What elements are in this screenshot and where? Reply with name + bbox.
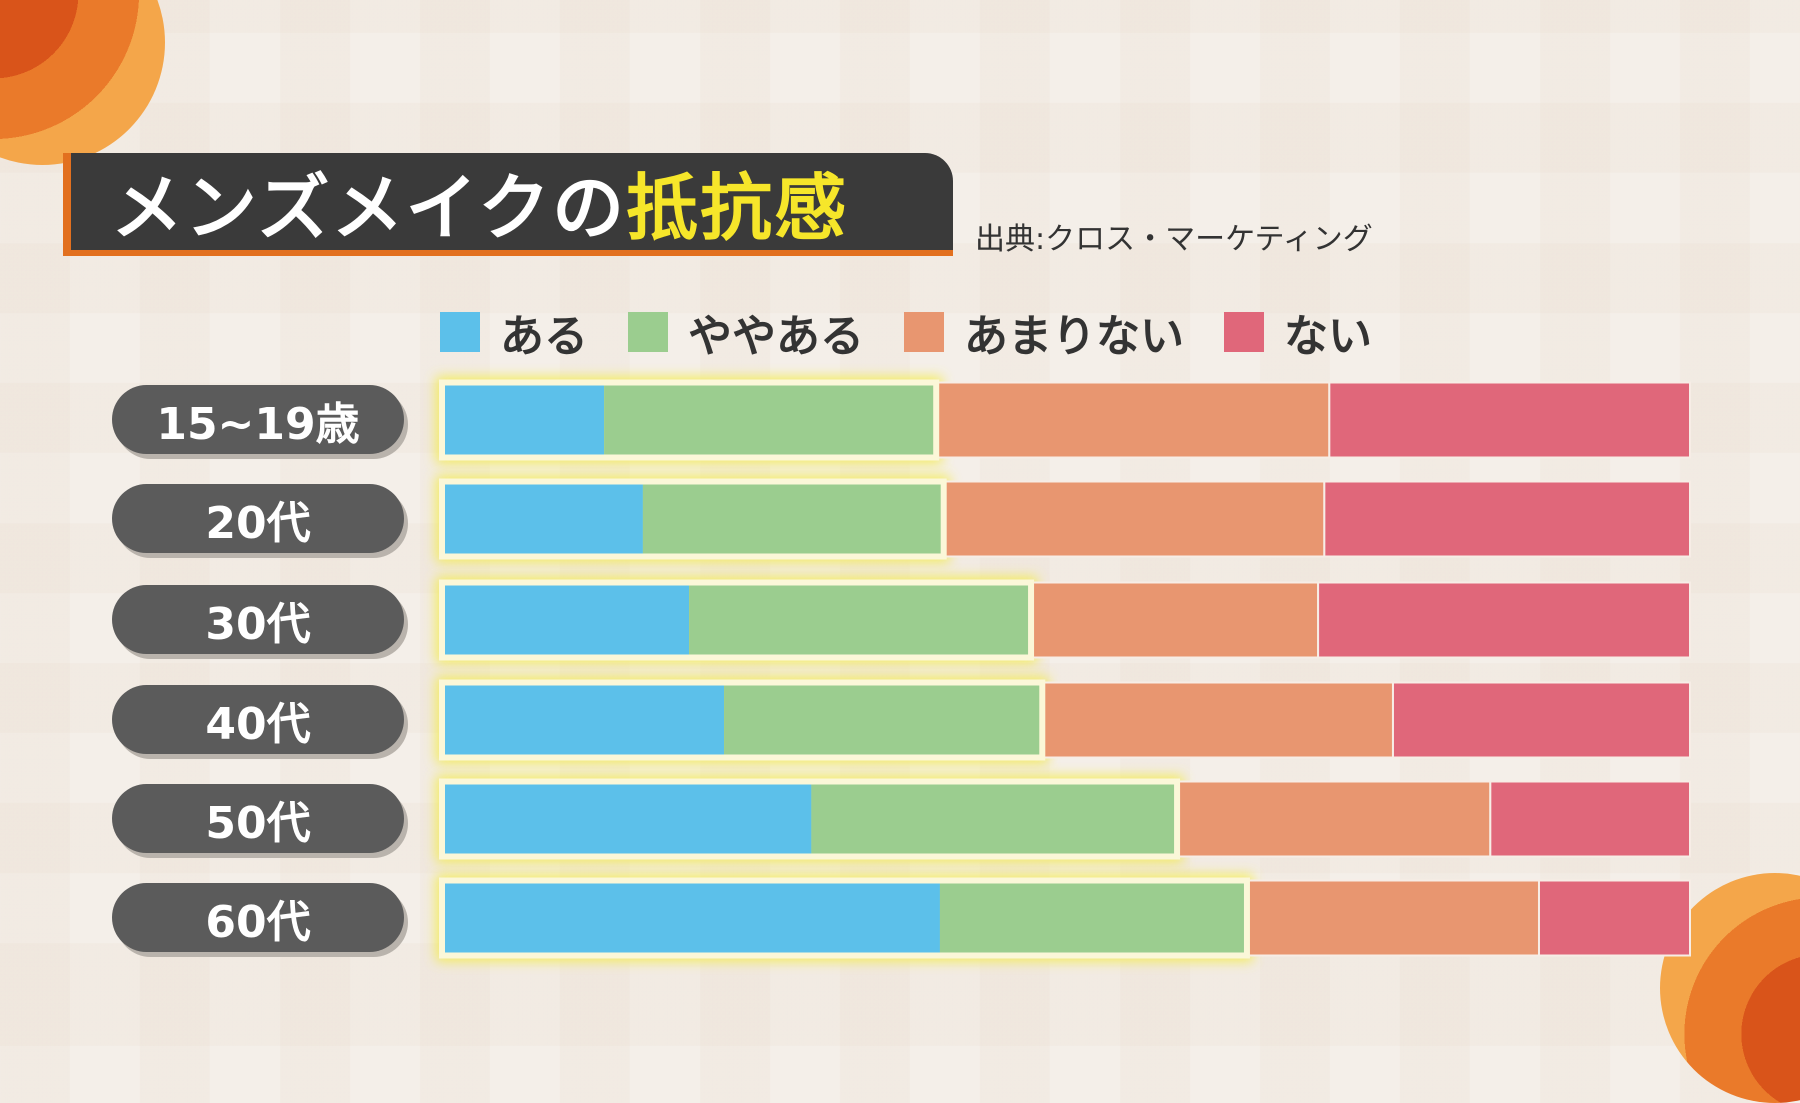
legend-item: ない	[1224, 300, 1372, 364]
bar-segment-ある	[442, 880, 940, 956]
category-label: 40代	[112, 685, 404, 754]
category-label: 15~19歳	[112, 385, 404, 454]
bar-segment-あまりない	[1176, 780, 1492, 858]
legend-label: あまりない	[964, 311, 1184, 362]
bar-segment-ある	[442, 481, 643, 557]
chart-title: メンズメイクの 抵抗感	[63, 153, 953, 256]
category-label: 60代	[112, 883, 404, 952]
source-note: 出典:クロス・マーケティング	[975, 222, 1373, 257]
bar-segment-あまりない	[1030, 581, 1320, 659]
bar-segment-ない	[1391, 681, 1691, 759]
legend: ある ややある あまりない ない	[440, 300, 1372, 364]
bar-segment-ない	[1328, 381, 1691, 459]
category-label: 20代	[112, 484, 404, 553]
bar-segment-ない	[1489, 780, 1691, 858]
bar-segment-ややある	[642, 481, 944, 557]
bar-segment-ある	[442, 781, 812, 857]
bar-segment-あまりない	[935, 381, 1331, 459]
legend-swatch	[904, 312, 944, 352]
highlight-outline	[439, 579, 1035, 661]
bar-segment-ない	[1537, 879, 1691, 957]
legend-label: ややある	[688, 311, 864, 362]
highlight-outline	[439, 679, 1046, 761]
bar-segment-ややある	[811, 781, 1178, 857]
legend-item: あまりない	[904, 300, 1184, 364]
title-main: メンズメイクの	[111, 166, 627, 250]
bar-segment-あまりない	[1245, 879, 1540, 957]
bar-segment-ない	[1317, 581, 1691, 659]
legend-item: ややある	[628, 300, 864, 364]
highlight-outline	[439, 379, 940, 461]
category-label: 50代	[112, 784, 404, 853]
legend-item: ある	[440, 300, 588, 364]
bar-segment-ある	[442, 382, 605, 458]
bar-chart	[436, 376, 1692, 962]
highlight-outline	[439, 478, 947, 560]
bar-segment-あまりない	[1041, 681, 1394, 759]
bar-segment-ややある	[939, 880, 1247, 956]
highlight-outline	[439, 877, 1250, 959]
title-highlight: 抵抗感	[626, 166, 849, 250]
legend-swatch	[628, 312, 668, 352]
bar-segment-ある	[442, 582, 690, 658]
highlight-outline	[439, 778, 1181, 860]
legend-swatch	[440, 312, 480, 352]
bar-segment-ない	[1323, 480, 1692, 558]
bar-segment-ある	[442, 682, 725, 758]
bar-segment-ややある	[689, 582, 1032, 658]
legend-swatch	[1224, 312, 1264, 352]
legend-label: ない	[1284, 311, 1372, 362]
bar-segment-ややある	[604, 382, 937, 458]
legend-label: ある	[500, 311, 588, 362]
bar-segment-ややある	[724, 682, 1043, 758]
category-label: 30代	[112, 585, 404, 654]
bar-segment-あまりない	[942, 480, 1326, 558]
